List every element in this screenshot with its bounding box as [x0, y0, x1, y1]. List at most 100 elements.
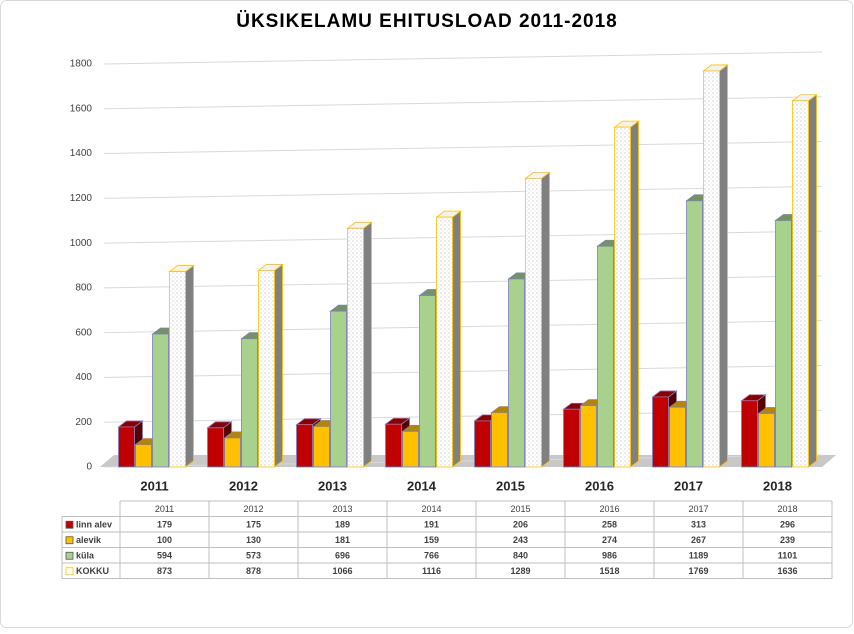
legend-label: linn alev: [76, 520, 112, 530]
table-value: 100: [157, 535, 172, 545]
bar: [435, 210, 462, 468]
bar-front: [118, 426, 135, 468]
bar-front: [597, 245, 614, 468]
legend-swatch: [65, 567, 74, 576]
legend-label: küla: [76, 551, 95, 561]
table-value: 130: [246, 535, 261, 545]
grid-line: [103, 96, 823, 110]
bar-front: [419, 295, 436, 468]
legend-label: KOKKU: [76, 566, 109, 576]
table-value: 313: [691, 520, 706, 530]
table-value: 258: [602, 520, 617, 530]
bar-side: [363, 221, 372, 468]
legend-swatch: [65, 520, 74, 529]
bar-front: [775, 220, 792, 468]
bar-front: [402, 431, 419, 468]
bar-front: [169, 271, 186, 468]
table-value: 878: [246, 566, 261, 576]
bar-front: [525, 178, 542, 468]
bar-side: [808, 93, 817, 468]
bar-front: [474, 420, 491, 468]
table-value: 1116: [422, 566, 441, 576]
bar-front: [508, 278, 525, 468]
bar: [257, 263, 284, 468]
table-value: 1289: [510, 566, 530, 576]
bar-front: [385, 423, 402, 468]
table-value: 296: [780, 520, 795, 530]
bar-front: [563, 408, 580, 468]
table-value: 840: [513, 551, 528, 561]
table-value: 1189: [689, 551, 709, 561]
legend-swatch: [65, 551, 74, 560]
bar: [168, 264, 195, 468]
x-tick-label: 2014: [407, 478, 437, 493]
table-value: 274: [602, 535, 617, 545]
bar: [613, 120, 640, 468]
bar: [346, 221, 373, 468]
y-tick-label: 1800: [70, 59, 93, 70]
table-value: 573: [246, 551, 261, 561]
table-value: 1636: [777, 566, 797, 576]
bar-front: [652, 396, 669, 468]
bar-front: [792, 100, 809, 468]
table-value: 1769: [688, 566, 708, 576]
table-value: 179: [157, 520, 172, 530]
legend-label: alevik: [76, 535, 102, 545]
bar: [791, 93, 818, 468]
bar-side: [630, 120, 639, 468]
bar-front: [313, 426, 330, 468]
bar-front: [580, 405, 597, 468]
table-header: 2013: [332, 504, 352, 514]
bar-front: [436, 216, 453, 468]
y-tick-label: 600: [75, 327, 92, 338]
y-tick-label: 1400: [70, 148, 93, 159]
table-value: 1518: [599, 566, 619, 576]
table-header: 2016: [599, 504, 619, 514]
legend-swatch: [65, 536, 74, 545]
bar-front: [703, 70, 720, 468]
y-tick-label: 0: [86, 462, 92, 473]
table-value: 243: [513, 535, 528, 545]
table-value: 189: [335, 520, 350, 530]
x-tick-label: 2016: [585, 478, 614, 493]
x-tick-label: 2018: [763, 478, 792, 493]
grid-line: [103, 141, 823, 155]
y-tick-label: 400: [75, 372, 92, 383]
bar: [206, 421, 233, 468]
y-tick-label: 1200: [70, 193, 93, 204]
x-tick-label: 2013: [318, 478, 347, 493]
table-value: 696: [335, 551, 350, 561]
bar-front: [741, 400, 758, 468]
table-value: 1066: [332, 566, 352, 576]
x-tick-label: 2011: [140, 478, 168, 493]
table-header: 2017: [688, 504, 708, 514]
bar-front: [296, 424, 313, 468]
table-value: 239: [780, 535, 795, 545]
table-header: 2015: [510, 504, 530, 514]
bar-side: [719, 64, 728, 468]
bar-front: [224, 437, 241, 468]
bar-side: [541, 171, 550, 468]
table-value: 159: [424, 535, 439, 545]
grid-line: [103, 51, 823, 65]
table-value: 181: [335, 535, 350, 545]
bar-front: [207, 427, 224, 468]
bar-front: [347, 227, 364, 468]
grid-line: [103, 185, 823, 199]
table-value: 1101: [778, 551, 798, 561]
table-header: 2011: [155, 504, 174, 514]
y-tick-label: 200: [75, 417, 92, 428]
x-tick-label: 2017: [674, 478, 703, 493]
chart-title: ÜKSIKELAMU EHITUSLOAD 2011-2018: [236, 11, 618, 32]
table-value: 873: [157, 566, 172, 576]
bar-front: [614, 126, 631, 468]
bar-front: [241, 338, 258, 468]
table-header: 2018: [777, 504, 797, 514]
bar-front: [135, 444, 152, 468]
bar-front: [669, 406, 686, 468]
table-value: 175: [246, 520, 261, 530]
bar-front: [152, 333, 169, 468]
table-value: 766: [424, 551, 439, 561]
x-tick-label: 2015: [496, 478, 525, 493]
